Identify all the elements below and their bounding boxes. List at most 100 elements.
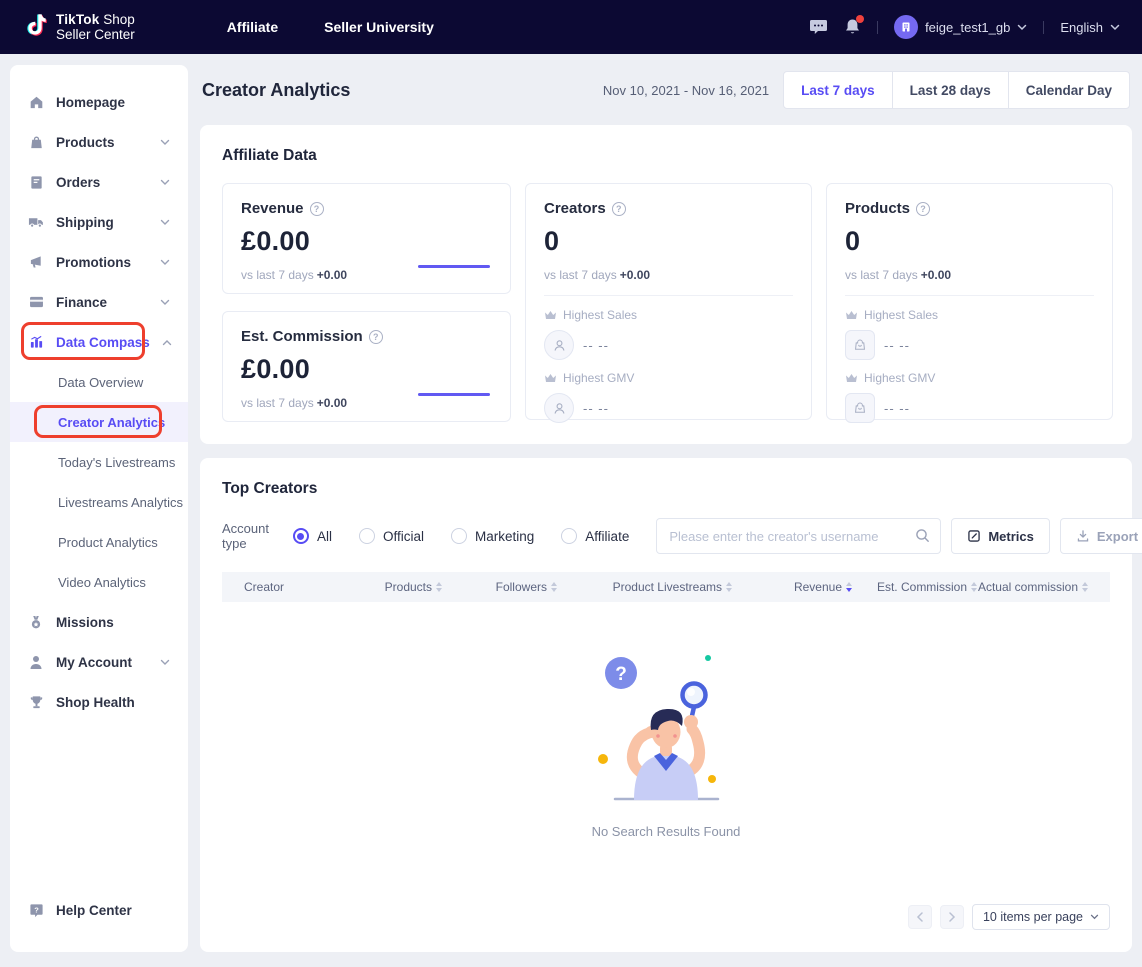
creators-card-title: Creators xyxy=(544,200,606,217)
username-label: feige_test1_gb xyxy=(925,19,1011,35)
column-header-creator: Creator xyxy=(244,580,285,594)
navbar-right: feige_test1_gb English xyxy=(809,15,1120,39)
est-commission-delta: +0.00 xyxy=(316,396,348,410)
help-icon[interactable]: ? xyxy=(611,201,626,216)
filter-row: Account type All Official Marketing Affi… xyxy=(222,518,1142,554)
last-28-days-button[interactable]: Last 28 days xyxy=(891,71,1009,109)
nav-link-affiliate[interactable]: Affiliate xyxy=(226,19,279,35)
account-type-radio-marketing[interactable]: Marketing xyxy=(451,528,534,544)
items-per-page-select[interactable]: 10 items per page xyxy=(971,904,1110,930)
est-commission-card: Est. Commission ? £0.00 vs last 7 days +0… xyxy=(222,311,511,422)
export-button[interactable]: Export xyxy=(1059,518,1142,554)
orders-document-icon xyxy=(28,174,44,190)
sidebar-subitem-creator-analytics[interactable]: Creator Analytics xyxy=(10,402,188,442)
main-content: Creator Analytics Nov 10, 2021 - Nov 16,… xyxy=(200,65,1142,952)
sidebar-item-shop-health[interactable]: Shop Health xyxy=(10,682,188,722)
sidebar-subitem-data-overview[interactable]: Data Overview xyxy=(58,374,144,390)
revenue-card: Revenue ? £0.00 vs last 7 days +0.00 xyxy=(222,183,511,294)
sidebar-item-label: My Account xyxy=(56,654,133,670)
affiliate-data-title: Affiliate Data xyxy=(222,147,317,164)
sidebar-subitem-todays-livestreams[interactable]: Today's Livestreams xyxy=(58,454,176,470)
compare-label: vs last 7 days xyxy=(241,396,314,410)
sidebar-item-label: Data Compass xyxy=(56,334,150,350)
revenue-card-title: Revenue xyxy=(241,200,304,217)
date-range-button-group: Last 7 days Last 28 days Calendar Day xyxy=(783,71,1130,109)
sidebar-item-data-compass[interactable]: Data Compass xyxy=(10,322,188,362)
user-menu[interactable]: feige_test1_gb xyxy=(894,15,1027,39)
sidebar-subitem-product-analytics[interactable]: Product Analytics xyxy=(58,534,158,550)
metrics-button[interactable]: Metrics xyxy=(951,518,1050,554)
shopping-bag-icon xyxy=(28,134,44,150)
tiktok-note-icon xyxy=(22,13,47,41)
sidebar-subitem-video-analytics[interactable]: Video Analytics xyxy=(58,574,146,590)
column-header-product-livestreams[interactable]: Product Livestreams xyxy=(557,580,732,594)
notifications-bell-icon[interactable] xyxy=(844,15,865,36)
products-card-title: Products xyxy=(845,200,911,217)
sidebar-item-label: Finance xyxy=(56,294,108,310)
sidebar-item-products[interactable]: Products xyxy=(10,122,188,162)
language-selector[interactable]: English xyxy=(1060,20,1120,35)
sidebar-item-label: Help Center xyxy=(56,902,132,918)
sidebar-item-label: Orders xyxy=(56,174,101,190)
sidebar-item-missions[interactable]: Missions xyxy=(10,602,188,642)
sidebar-item-shipping[interactable]: Shipping xyxy=(10,202,188,242)
account-type-radio-affiliate[interactable]: Affiliate xyxy=(561,528,629,544)
chevron-down-icon xyxy=(160,219,170,226)
chevron-down-icon xyxy=(1110,24,1120,31)
metrics-button-label: Metrics xyxy=(988,528,1034,544)
account-type-radio-official[interactable]: Official xyxy=(359,528,424,544)
radio-icon xyxy=(561,528,578,544)
pagination-prev-button[interactable] xyxy=(907,905,932,929)
download-icon xyxy=(1077,530,1089,542)
sidebar-item-finance[interactable]: Finance xyxy=(10,282,188,322)
creator-avatar-placeholder xyxy=(544,330,574,360)
highest-gmv-label: Highest GMV xyxy=(864,371,936,385)
column-header-est-commission[interactable]: Est. Commission xyxy=(852,580,977,594)
medal-icon xyxy=(28,614,44,630)
tiktok-shop-logo[interactable]: TikTok Shop Seller Center xyxy=(22,12,135,42)
help-icon[interactable]: ? xyxy=(368,329,383,344)
products-value: 0 xyxy=(845,226,861,256)
messages-icon[interactable] xyxy=(809,19,828,36)
products-card: Products ? 0 vs last 7 days +0.00 Highest… xyxy=(826,183,1113,423)
pagination-next-button[interactable] xyxy=(939,905,964,929)
help-bubble-icon: ? xyxy=(28,902,44,918)
sidebar-item-homepage[interactable]: Homepage xyxy=(10,82,188,122)
column-header-followers[interactable]: Followers xyxy=(442,580,557,594)
calendar-day-button[interactable]: Calendar Day xyxy=(1007,71,1130,109)
chevron-down-icon xyxy=(1090,914,1099,920)
person-icon xyxy=(28,654,44,670)
nav-link-seller-university[interactable]: Seller University xyxy=(324,19,434,35)
sidebar-item-orders[interactable]: Orders xyxy=(10,162,188,202)
column-header-products[interactable]: Products xyxy=(332,580,442,594)
highest-sales-label: Highest Sales xyxy=(864,308,939,322)
sort-icon xyxy=(971,582,977,592)
sidebar-item-my-account[interactable]: My Account xyxy=(10,642,188,682)
crown-icon xyxy=(545,374,556,382)
sidebar-item-promotions[interactable]: Promotions xyxy=(10,242,188,282)
column-header-actual-commission[interactable]: Actual commission xyxy=(977,580,1110,594)
radio-label: All xyxy=(316,528,332,544)
radio-icon xyxy=(359,528,375,544)
crown-icon xyxy=(846,374,857,382)
chevron-down-icon xyxy=(160,259,170,266)
sidebar: Homepage Products Orders Shipping Promot… xyxy=(10,65,188,952)
credit-card-icon xyxy=(28,294,44,310)
highest-sales-label: Highest Sales xyxy=(563,308,638,322)
help-icon[interactable]: ? xyxy=(309,201,324,216)
sidebar-item-help-center[interactable]: ? Help Center xyxy=(10,890,188,930)
chevron-down-icon xyxy=(160,299,170,306)
column-header-revenue[interactable]: Revenue xyxy=(732,580,852,594)
creator-search-input[interactable] xyxy=(656,518,942,554)
product-image-placeholder xyxy=(845,393,875,423)
compare-label: vs last 7 days xyxy=(845,268,918,282)
last-7-days-button[interactable]: Last 7 days xyxy=(783,71,893,109)
top-navbar: TikTok Shop Seller Center Affiliate Sell… xyxy=(0,0,1142,54)
sidebar-subitem-livestreams-analytics[interactable]: Livestreams Analytics xyxy=(58,494,183,510)
help-icon[interactable]: ? xyxy=(916,201,931,216)
search-icon[interactable] xyxy=(915,528,930,548)
empty-state: ? xyxy=(222,602,1110,839)
account-type-radio-all[interactable]: All xyxy=(292,528,332,544)
compare-label: vs last 7 days xyxy=(241,268,314,282)
crown-icon xyxy=(846,311,857,319)
